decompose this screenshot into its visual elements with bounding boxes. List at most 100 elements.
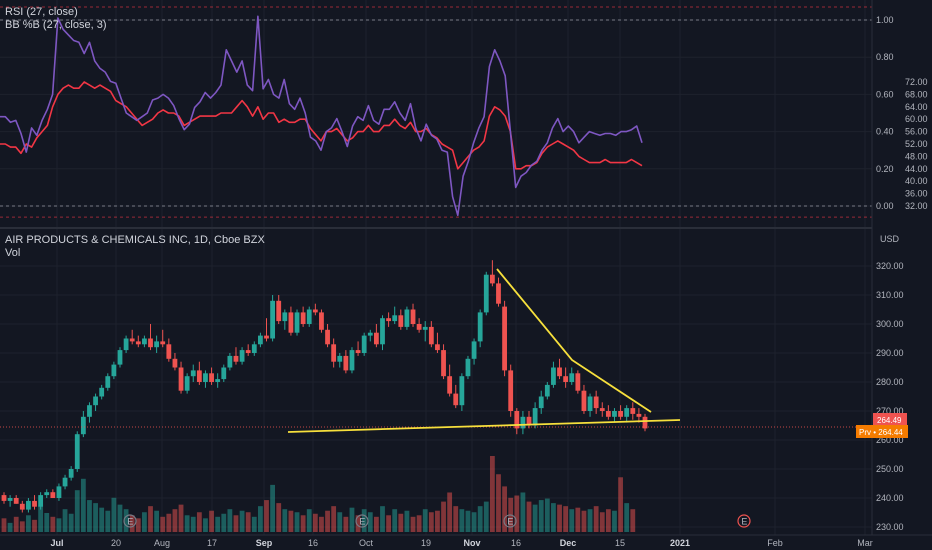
candle-body: [270, 300, 276, 339]
currency-label[interactable]: USD: [880, 234, 900, 244]
candle-body: [196, 370, 202, 382]
earnings-marker-icon[interactable]: E: [503, 514, 517, 528]
volume-bar: [203, 518, 208, 532]
earnings-marker-circle: [355, 514, 369, 528]
volume-bar: [56, 518, 62, 532]
volume-bar: [196, 512, 202, 532]
volume-bar: [319, 516, 324, 532]
prev-close-badge-bg: [856, 425, 908, 438]
candle-body: [111, 364, 117, 377]
volume-bar: [343, 516, 349, 532]
candle-body: [416, 324, 422, 330]
time-axis-tick: 2021: [670, 538, 690, 548]
candle-body: [477, 312, 483, 342]
candle-body: [184, 376, 190, 391]
candle-body: [636, 413, 642, 417]
rsi-axis-tick: 64.00: [905, 102, 928, 112]
candle-body: [117, 350, 123, 365]
candle-body: [575, 373, 581, 391]
candle-body: [251, 344, 257, 353]
candle-body: [245, 350, 251, 353]
bb-axis-tick: 0.20: [876, 164, 894, 174]
candle-body: [300, 312, 306, 324]
candle-body: [349, 350, 355, 371]
price-axis-tick: 240.00: [876, 493, 904, 503]
volume-bar: [331, 506, 337, 532]
price-axis-ticks: 230.00 240.00 250.00 260.00 270.00 280.00 290.…: [876, 261, 904, 532]
volume-bar: [288, 510, 294, 532]
rsi-axis-tick: 48.00: [905, 151, 928, 161]
time-axis-background[interactable]: [0, 535, 932, 550]
volume-bar: [154, 510, 160, 532]
volume-bar: [361, 509, 367, 532]
candle-body: [569, 373, 575, 382]
volume-bar: [581, 510, 587, 532]
volume-legend[interactable]: Vol: [5, 247, 20, 259]
volume-bar: [306, 509, 312, 532]
volume-bar: [38, 505, 44, 532]
rsi-axis-tick: 56.00: [905, 127, 928, 137]
volume-bar: [80, 478, 86, 532]
candle-body: [624, 408, 630, 417]
candle-body: [441, 350, 446, 377]
candle-body: [178, 367, 184, 391]
volume-bar: [190, 516, 196, 532]
resistance-trendline[interactable]: [496, 268, 652, 413]
candle-body: [331, 344, 337, 362]
rsi-line: [0, 81, 643, 170]
rsi-axis-tick: 68.00: [905, 89, 928, 99]
candle-body: [148, 338, 153, 348]
volume-bar: [386, 515, 391, 532]
candle-body: [526, 416, 532, 426]
main-title[interactable]: AIR PRODUCTS & CHEMICALS INC, 1D, Cboe B…: [5, 234, 265, 246]
price-axis-background[interactable]: [872, 0, 932, 535]
candle-body: [435, 344, 440, 351]
earnings-marker-icon[interactable]: E: [737, 514, 751, 528]
candle-body: [282, 312, 288, 322]
bb-axis-tick: 0.60: [876, 89, 894, 99]
volume-bar: [441, 501, 446, 532]
trendlines[interactable]: [287, 268, 681, 433]
last-price-badge-label: 264.49: [877, 416, 902, 425]
candle-body: [380, 318, 385, 345]
candle-body: [221, 367, 227, 380]
volume-bar: [74, 490, 80, 532]
candle-body: [154, 341, 160, 348]
volume-bar: [19, 521, 25, 532]
bb-legend[interactable]: BB %B (27, close, 3): [5, 19, 107, 31]
candle-body: [172, 358, 178, 368]
volume-bar: [422, 509, 428, 532]
candle-body: [62, 477, 68, 487]
candle-body: [587, 396, 593, 411]
time-axis-tick: 20: [111, 538, 121, 548]
volume-bar: [471, 512, 477, 532]
price-axis-tick: 230.00: [876, 522, 904, 532]
time-axis-tick: 15: [615, 538, 625, 548]
volume-bar: [416, 515, 422, 532]
earnings-marker-icon[interactable]: E: [123, 514, 137, 528]
candle-body: [386, 318, 391, 322]
candle-body: [520, 416, 526, 429]
earnings-marker-letter: E: [507, 517, 513, 527]
support-trendline[interactable]: [287, 419, 681, 433]
earnings-marker-letter: E: [359, 517, 365, 527]
volume-bar: [428, 512, 434, 532]
time-axis-tick: 17: [207, 538, 217, 548]
candle-body: [392, 315, 398, 322]
candle-body: [483, 274, 489, 313]
candle-body: [325, 329, 330, 345]
volume-bar: [32, 519, 37, 532]
earnings-marker-icon[interactable]: E: [355, 514, 369, 528]
candle-body: [227, 355, 233, 368]
candle-body: [544, 384, 550, 397]
indicator-pane[interactable]: [0, 6, 872, 218]
volume-bar: [373, 516, 379, 532]
bb-axis-tick: 0.40: [876, 127, 894, 137]
candle-body: [26, 500, 31, 510]
volume-bar: [489, 456, 495, 532]
candle-body: [551, 367, 556, 385]
volume-bar: [392, 509, 398, 532]
rsi-legend[interactable]: RSI (27, close): [5, 6, 78, 18]
